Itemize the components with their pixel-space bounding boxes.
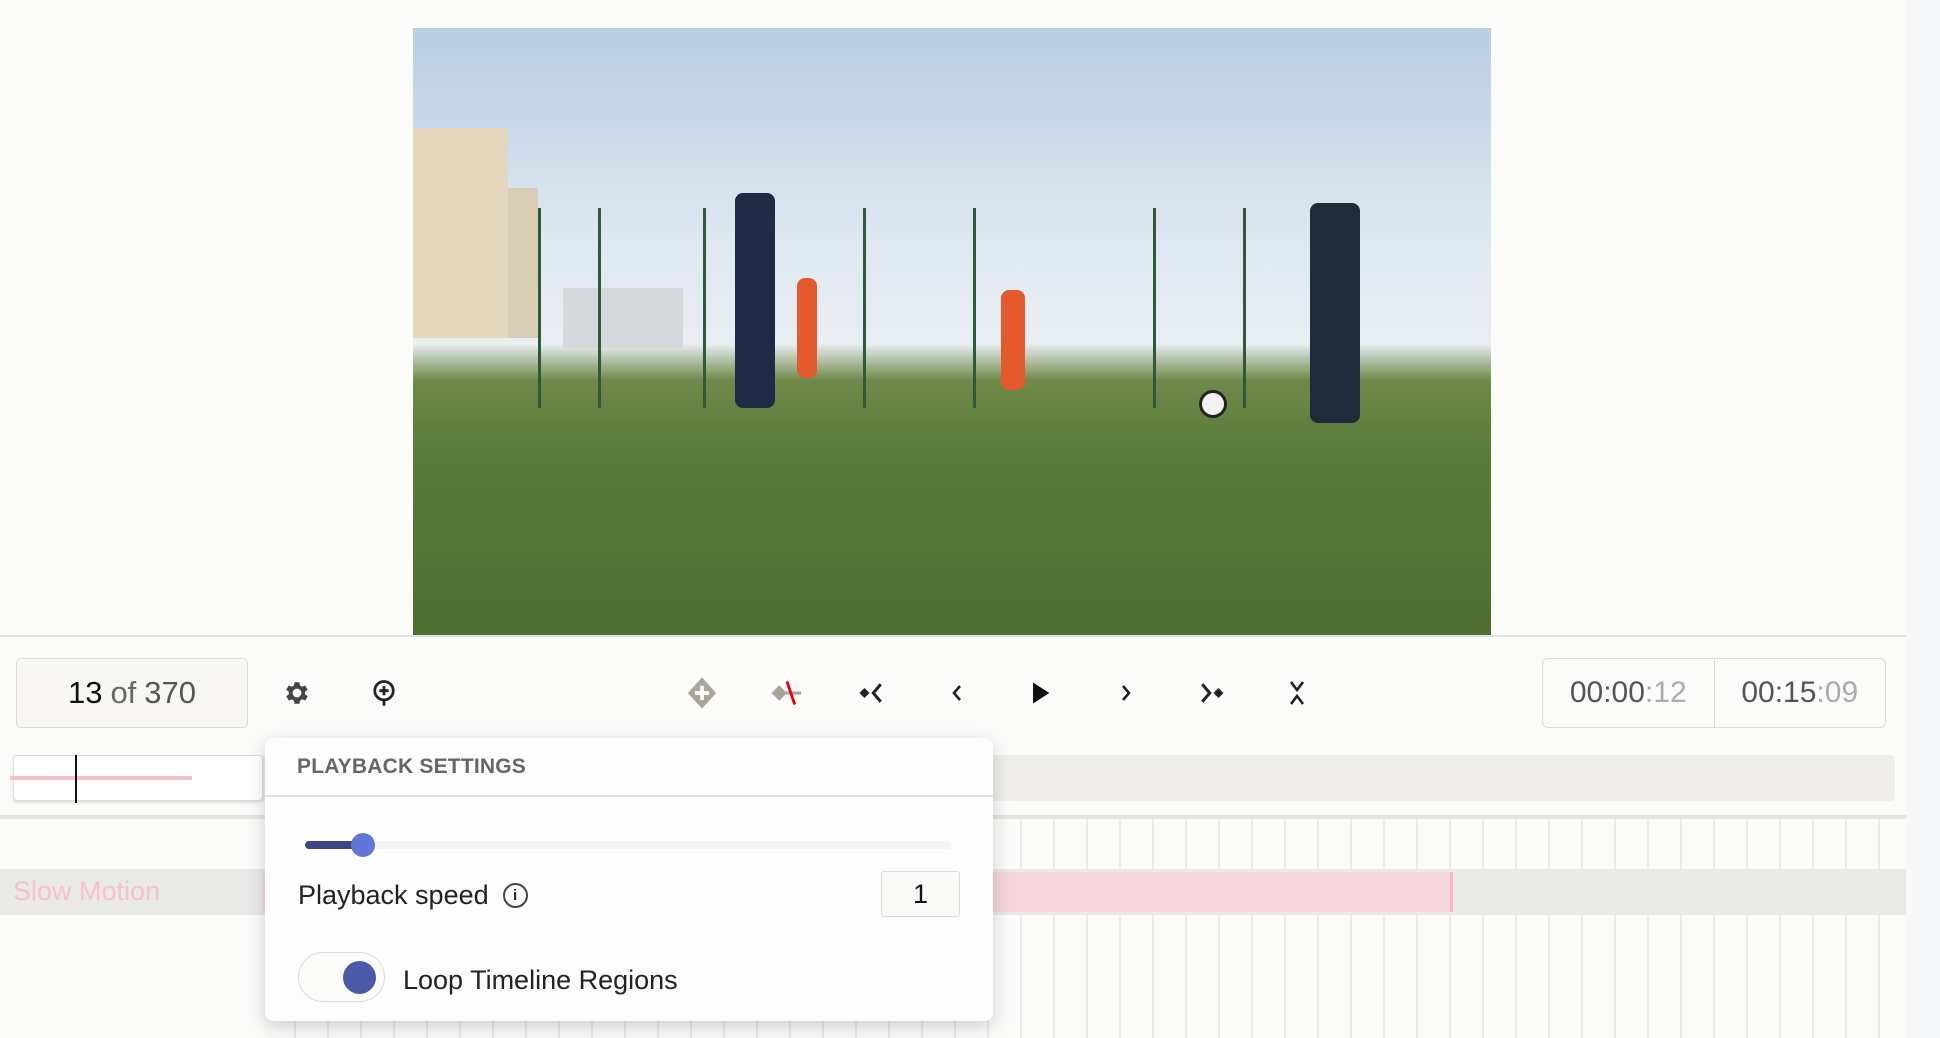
total-frames: 370: [144, 675, 197, 710]
playhead-cursor[interactable]: [75, 755, 77, 803]
add-keyframe-icon[interactable]: [684, 675, 720, 711]
playback-speed-text: Playback speed: [298, 880, 489, 910]
popup-divider: [265, 795, 993, 797]
duration: 00:15:09: [1713, 659, 1886, 727]
frame-counter[interactable]: 13 of 370: [16, 658, 248, 728]
playback-speed-label: Playback speed i: [298, 880, 528, 911]
toolbar-divider: [0, 635, 1906, 637]
current-time: 00:00:12: [1569, 676, 1687, 709]
overview-region-marker: [10, 776, 192, 780]
previous-keyframe-icon[interactable]: [854, 675, 890, 711]
loop-toggle[interactable]: [298, 952, 385, 1002]
loop-label: Loop Timeline Regions: [403, 965, 678, 995]
speed-slider-fill: [305, 841, 374, 849]
current-frame: 13: [67, 675, 103, 710]
zoom-in-icon[interactable]: [366, 675, 402, 711]
next-frame-icon[interactable]: [1108, 675, 1144, 711]
info-icon[interactable]: i: [502, 883, 528, 908]
previous-frame-icon[interactable]: [939, 675, 975, 711]
collapse-icon[interactable]: [1279, 675, 1315, 711]
gear-icon[interactable]: [279, 675, 315, 711]
toggle-knob: [343, 961, 376, 994]
popup-title: PLAYBACK SETTINGS: [297, 755, 526, 778]
page-edge: [1906, 0, 1940, 1038]
speed-slider[interactable]: [305, 841, 951, 849]
time-display: 00:00:12 00:15:09: [1542, 658, 1886, 728]
remove-keyframe-icon[interactable]: [769, 675, 805, 711]
play-icon[interactable]: [1022, 675, 1058, 711]
speed-slider-thumb[interactable]: [351, 833, 376, 857]
frame-of: of: [110, 675, 137, 710]
playback-settings-popup: PLAYBACK SETTINGS Playback speed i Loop …: [265, 738, 993, 1021]
track-label: Slow Motion: [13, 876, 161, 906]
playback-speed-input[interactable]: [881, 871, 960, 917]
next-keyframe-icon[interactable]: [1193, 675, 1229, 711]
video-frame: [413, 28, 1491, 635]
